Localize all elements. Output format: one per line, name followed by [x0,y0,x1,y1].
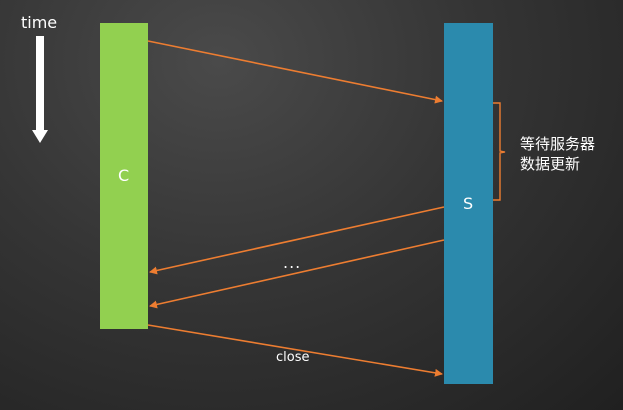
response-arrow-1 [149,206,445,275]
request-arrow [147,40,443,104]
close-arrow [147,324,443,377]
wait-bracket [493,102,506,201]
client-bar [100,23,148,329]
time-label: time [21,13,58,32]
wait-annotation-line1: 等待服务器 [520,135,596,153]
client-label: C [118,166,130,185]
down-arrow-icon [32,36,48,143]
response-arrow-2 [149,239,445,309]
server-label: S [463,194,474,213]
wait-annotation-line2: 数据更新 [520,155,581,173]
close-label: close [276,350,310,365]
ellipsis-label: ... [283,253,302,272]
server-bar [444,23,493,384]
